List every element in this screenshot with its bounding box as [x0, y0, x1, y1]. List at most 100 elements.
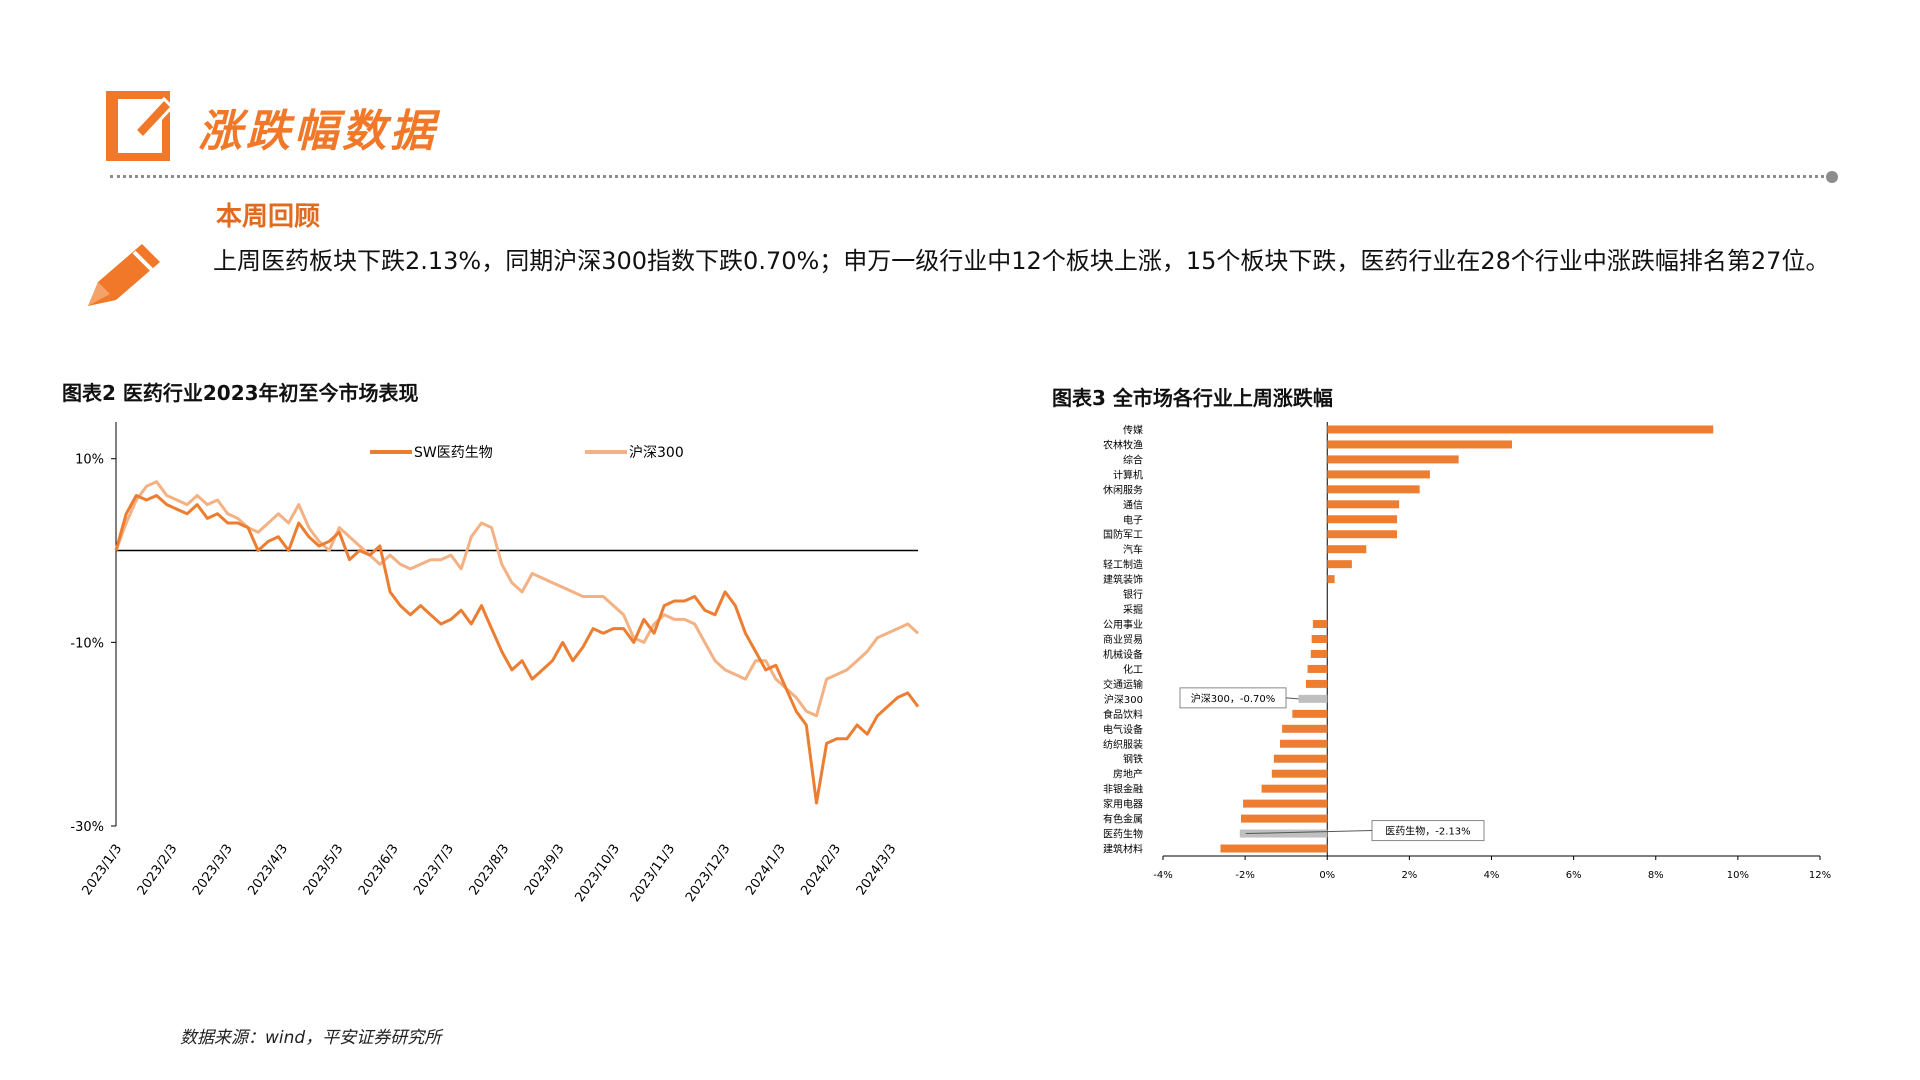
chart2-x-tick-label: 2023/9/3 [522, 842, 568, 898]
chart3-annotation-label-0: 沪深300，-0.70% [1191, 692, 1275, 705]
chart3-category-label: 国防军工 [1103, 528, 1143, 541]
chart3-category-label: 计算机 [1113, 468, 1143, 481]
chart3-annotation-leader-1 [1245, 830, 1373, 835]
chart3-category-label: 电子 [1123, 513, 1143, 526]
pencil-icon [88, 244, 160, 306]
chart3-bar [1239, 829, 1328, 838]
chart3-x-tick-label: 2% [1401, 870, 1417, 881]
chart2-x-tick-label: 2023/2/3 [135, 842, 181, 898]
chart3-bar [1220, 844, 1328, 853]
divider-end-dot [1826, 171, 1838, 183]
chart3-category-label: 汽车 [1123, 543, 1143, 556]
chart2-series-line-0 [114, 494, 920, 805]
review-title: 本周回顾 [216, 202, 321, 232]
chart2-x-tick-label: 2023/1/3 [79, 842, 125, 898]
chart3-bar [1327, 440, 1513, 449]
chart3-x-tick-label: 4% [1484, 870, 1500, 881]
chart3-bar [1307, 664, 1328, 673]
chart3-bar [1241, 814, 1328, 823]
chart3-category-label: 沪深300 [1104, 693, 1143, 706]
chart2-x-tick-label: 2023/12/3 [683, 842, 734, 905]
chart3-category-label: 采掘 [1123, 603, 1143, 616]
chart3-bar [1327, 485, 1420, 494]
chart3-title: 图表3 全市场各行业上周涨跌幅 [1052, 386, 1333, 410]
chart3-category-label: 钢铁 [1123, 753, 1143, 766]
chart3-category-label: 通信 [1123, 499, 1143, 511]
chart3-bar [1327, 425, 1714, 434]
chart2-x-tick-label: 2023/3/3 [190, 842, 236, 898]
data-source: 数据来源：wind，平安证券研究所 [180, 1028, 442, 1048]
chart3-bar [1327, 575, 1335, 584]
chart2-legend-label-1: 沪深300 [629, 445, 684, 461]
chart3-category-label: 交通运输 [1103, 678, 1143, 691]
chart2-x-tick-label: 2024/1/3 [743, 842, 789, 898]
chart3-bar [1327, 470, 1430, 479]
chart3-category-label: 非银金融 [1103, 783, 1143, 796]
chart3-category-label: 建筑材料 [1103, 843, 1143, 856]
chart3-category-label: 休闲服务 [1103, 483, 1143, 496]
chart3-bar [1327, 515, 1398, 524]
chart3-bar [1327, 545, 1367, 554]
chart3-bar [1305, 679, 1328, 688]
chart3-category-label: 家用电器 [1103, 798, 1143, 811]
review-text: 上周医药板块下跌2.13%，同期沪深300指数下跌0.70%；申万一级行业中12… [213, 247, 1830, 275]
chart2-title: 图表2 医药行业2023年初至今市场表现 [62, 381, 419, 405]
chart3-x-tick-label: 6% [1566, 870, 1582, 881]
chart3-bar [1298, 694, 1328, 703]
chart3-x-tick-label: -4% [1153, 870, 1172, 881]
chart3-category-label: 化工 [1123, 663, 1143, 676]
section-title: 涨跌幅数据 [198, 106, 438, 157]
chart2-y-tick-label: 10% [75, 453, 104, 468]
chart3-x-tick-label: 0% [1319, 870, 1335, 881]
chart3-annotation-label-1: 医药生物，-2.13% [1385, 825, 1470, 838]
chart3-category-label: 医药生物 [1103, 828, 1143, 841]
chart2-x-tick-label: 2023/6/3 [356, 842, 402, 898]
chart3-bar [1327, 455, 1459, 464]
chart3-category-label: 有色金属 [1103, 813, 1143, 826]
header-divider [110, 175, 1830, 178]
chart3-bar [1310, 649, 1328, 658]
chart3-category-label: 机械设备 [1103, 648, 1143, 661]
chart3-category-label: 轻工制造 [1103, 558, 1143, 571]
chart2-x-tick-label: 2024/3/3 [854, 842, 900, 898]
chart3-category-label: 食品饮料 [1103, 708, 1143, 721]
chart2-y-tick-label: -10% [70, 636, 104, 651]
chart3-annotation-leader-0 [1285, 697, 1299, 700]
chart3-bar [1271, 769, 1328, 778]
chart3-bar [1312, 620, 1328, 629]
chart3-x-tick-label: -2% [1235, 870, 1254, 881]
chart3-bar [1243, 799, 1328, 808]
chart3-category-label: 建筑装饰 [1103, 573, 1143, 586]
chart2-x-tick-label: 2023/5/3 [301, 842, 347, 898]
chart2-x-tick-label: 2023/4/3 [245, 842, 291, 898]
edit-box-icon [106, 91, 172, 161]
chart3-category-label: 传媒 [1123, 424, 1143, 436]
chart3-category-label: 银行 [1123, 588, 1143, 601]
chart3-category-label: 农林牧渔 [1103, 438, 1143, 451]
chart3-category-label: 综合 [1123, 453, 1143, 466]
chart3-bar [1282, 724, 1328, 733]
chart3-category-label: 纺织服装 [1103, 738, 1143, 751]
chart3-x-tick-label: 10% [1727, 870, 1749, 881]
chart2-series-line-1 [114, 480, 920, 718]
chart2-y-tick-label: -30% [70, 820, 104, 835]
chart3-bar [1273, 754, 1328, 763]
chart3-bar [1327, 500, 1400, 509]
chart3-x-tick-label: 8% [1648, 870, 1664, 881]
chart3-bar [1292, 709, 1328, 718]
section-header: 涨跌幅数据 [106, 88, 438, 166]
chart2-x-tick-label: 2023/10/3 [572, 842, 623, 905]
chart2-legend-label-0: SW医药生物 [414, 445, 493, 461]
chart2-x-tick-label: 2023/7/3 [411, 842, 457, 898]
chart3-bar [1280, 739, 1328, 748]
chart2-x-tick-label: 2023/8/3 [467, 842, 513, 898]
chart3-bar [1327, 560, 1352, 569]
chart3-category-label: 公用事业 [1103, 618, 1143, 631]
chart3-bar [1311, 635, 1328, 643]
chart3-category-label: 房地产 [1113, 768, 1143, 781]
chart3-bar [1327, 530, 1398, 539]
chart3-x-tick-label: 12% [1809, 870, 1831, 881]
chart3-category-label: 电气设备 [1103, 723, 1143, 736]
chart3-category-label: 商业贸易 [1103, 633, 1143, 646]
